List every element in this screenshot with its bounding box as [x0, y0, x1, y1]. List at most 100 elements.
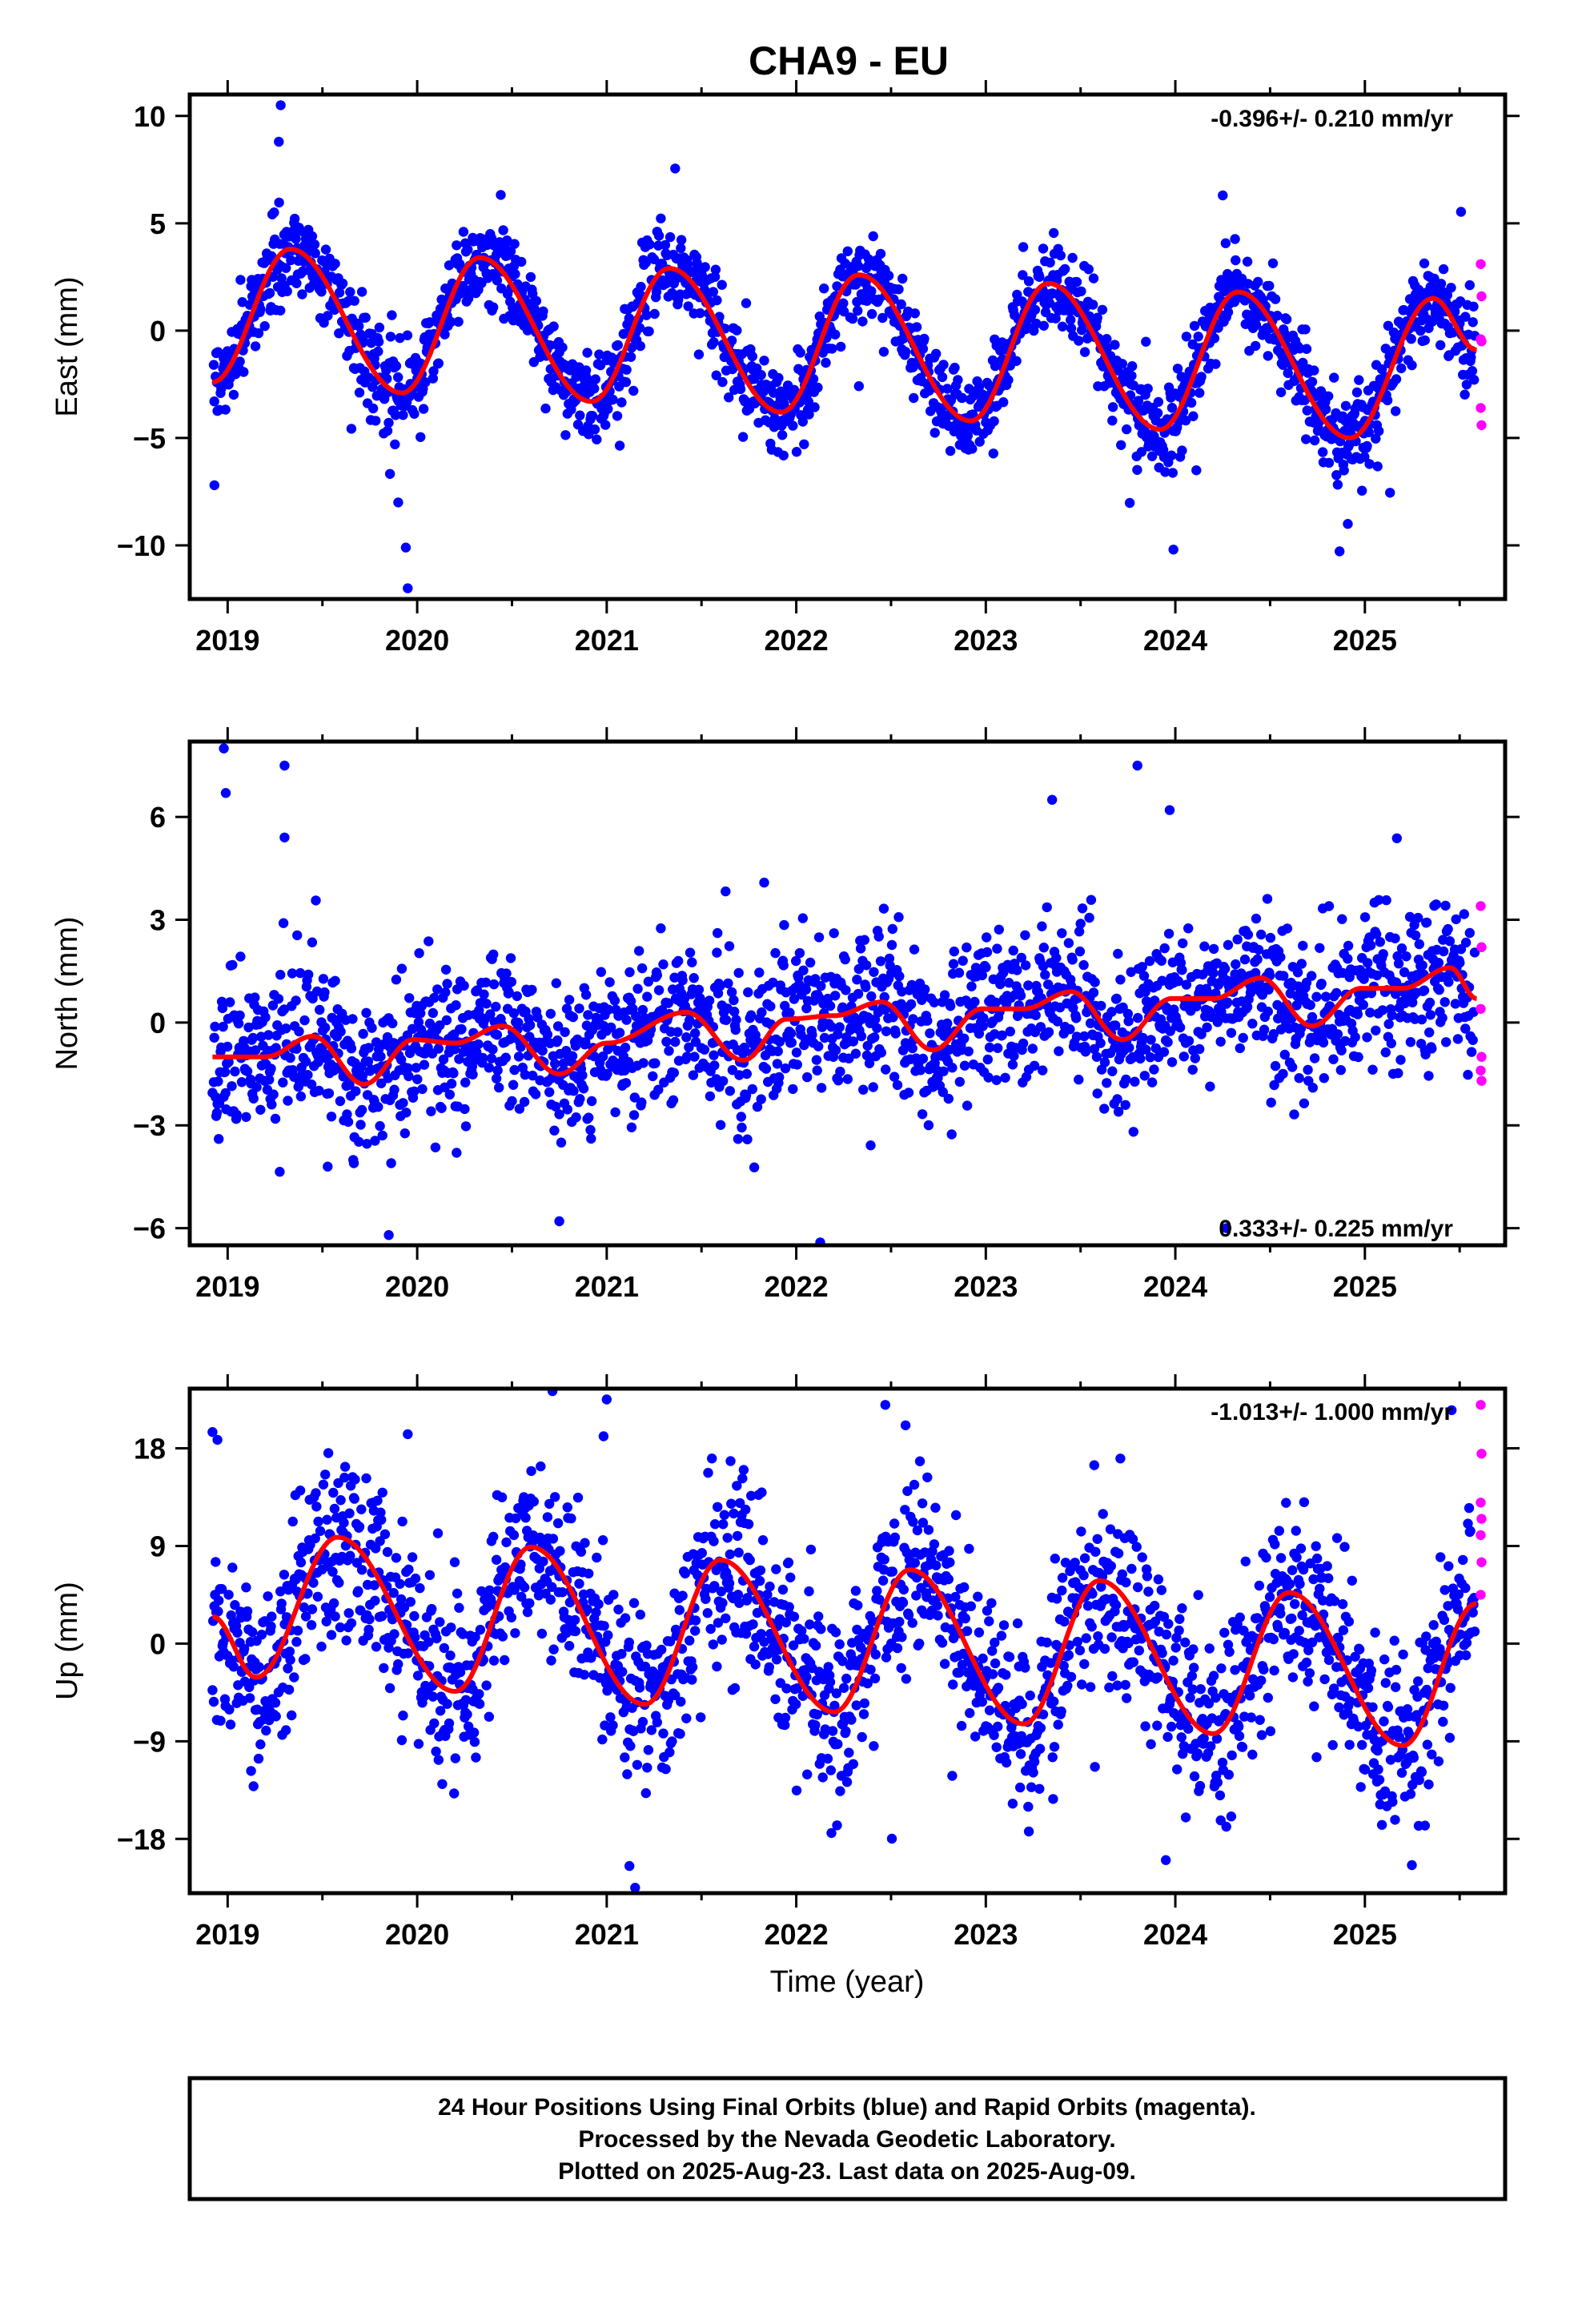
east-final-point — [1301, 344, 1312, 354]
north-final-point — [527, 984, 537, 995]
east-final-point — [1102, 334, 1112, 344]
up-final-point — [327, 1566, 338, 1577]
north-final-point — [1102, 1078, 1112, 1088]
north-final-point — [1291, 1000, 1302, 1011]
north-final-point — [403, 1063, 413, 1074]
north-final-point — [780, 1000, 790, 1011]
east-final-point — [1132, 464, 1142, 475]
east-final-point — [700, 262, 710, 272]
north-final-point — [485, 1009, 496, 1019]
up-final-point — [536, 1461, 546, 1472]
north-final-point — [218, 1021, 228, 1032]
east-final-point — [709, 337, 719, 348]
north-x-tick-label: 2025 — [1333, 1270, 1397, 1303]
up-final-point — [508, 1530, 520, 1541]
north-final-point — [1451, 914, 1461, 925]
north-final-point — [1157, 975, 1167, 986]
east-final-point — [893, 284, 904, 295]
up-final-point — [598, 1431, 609, 1441]
north-final-point — [1378, 949, 1388, 959]
north-final-point — [903, 1088, 914, 1098]
north-final-point — [1344, 971, 1355, 983]
east-final-point — [1166, 403, 1178, 413]
up-final-point — [247, 1626, 258, 1638]
east-final-point — [1435, 340, 1446, 351]
up-final-point — [520, 1513, 531, 1523]
north-final-point — [805, 957, 816, 968]
east-final-point — [712, 295, 722, 306]
north-final-point — [456, 1023, 467, 1035]
north-final-point — [556, 1137, 567, 1148]
north-final-point — [383, 1230, 394, 1240]
north-final-point — [1420, 1049, 1431, 1059]
north-final-point — [398, 1098, 408, 1108]
east-final-point — [316, 287, 327, 297]
north-final-point — [917, 1109, 928, 1120]
north-final-point — [375, 1120, 385, 1132]
east-final-point — [382, 425, 393, 436]
north-final-point — [1183, 923, 1194, 934]
north-final-point — [435, 1020, 445, 1031]
north-final-point — [1424, 1027, 1435, 1038]
up-final-point — [371, 1642, 382, 1652]
east-final-point — [1186, 397, 1197, 408]
east-y-axis-label: East (mm) — [50, 276, 84, 416]
north-final-point — [1074, 946, 1086, 957]
north-final-point — [520, 1069, 531, 1080]
north-final-point — [741, 1068, 752, 1080]
north-final-point — [873, 931, 884, 942]
east-final-point — [1331, 470, 1342, 480]
north-final-point — [585, 1124, 596, 1136]
north-final-point — [772, 1059, 783, 1069]
north-final-point — [488, 1044, 498, 1055]
up-final-point — [528, 1496, 539, 1507]
north-final-point — [713, 927, 723, 939]
north-final-point — [643, 976, 654, 987]
up-final-point — [718, 1519, 729, 1530]
north-final-point — [1196, 1029, 1207, 1039]
north-final-point — [709, 1060, 720, 1071]
up-final-point — [223, 1590, 234, 1600]
north-final-point — [444, 1089, 455, 1100]
east-final-point — [883, 271, 894, 281]
up-final-point — [230, 1600, 240, 1610]
north-final-point — [479, 989, 489, 999]
north-final-point — [291, 995, 301, 1006]
north-final-point — [736, 1112, 746, 1122]
east-final-point — [1142, 384, 1153, 394]
north-final-point — [978, 1021, 988, 1031]
east-x-tick-label: 2021 — [575, 624, 639, 657]
north-final-point — [977, 970, 988, 981]
east-final-point — [600, 420, 611, 430]
north-final-point — [1316, 979, 1327, 989]
up-final-point — [474, 1689, 484, 1699]
north-final-point — [1359, 974, 1369, 984]
east-final-point — [274, 197, 284, 208]
north-final-point — [670, 1036, 681, 1047]
east-final-point — [1049, 227, 1059, 239]
east-final-point — [1168, 545, 1178, 555]
north-final-point — [491, 1073, 502, 1084]
north-final-point — [407, 1023, 418, 1035]
north-final-point — [1440, 900, 1451, 911]
up-final-point — [717, 1634, 727, 1645]
up-final-point — [306, 1620, 317, 1630]
up-final-point — [834, 1639, 845, 1650]
east-final-point — [682, 259, 693, 270]
north-final-point — [236, 1077, 247, 1088]
north-final-point — [320, 1023, 331, 1033]
east-final-point — [1464, 279, 1476, 291]
east-final-point — [1193, 332, 1203, 342]
north-final-point — [861, 1050, 873, 1061]
east-model-fit-line — [211, 247, 1479, 440]
up-final-point — [289, 1672, 299, 1683]
north-final-point — [688, 1070, 699, 1080]
up-final-point — [805, 1544, 817, 1555]
east-final-point — [235, 275, 246, 285]
north-final-point — [430, 1142, 441, 1153]
north-final-point — [689, 1051, 700, 1062]
north-final-point — [508, 1080, 519, 1090]
east-final-point — [358, 335, 368, 346]
north-final-point — [1162, 1037, 1173, 1047]
north-x-tick-label: 2023 — [954, 1270, 1018, 1303]
